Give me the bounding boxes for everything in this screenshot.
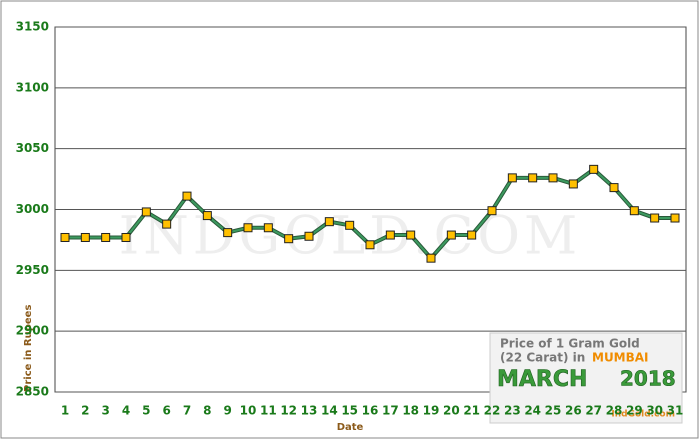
x-tick-label: 21 xyxy=(463,404,480,418)
x-tick-label: 3 xyxy=(101,404,109,418)
marker xyxy=(548,173,558,183)
x-tick-label: 6 xyxy=(162,404,170,418)
x-tick-label: 30 xyxy=(646,404,663,418)
x-tick-label: 5 xyxy=(142,404,150,418)
marker xyxy=(324,217,334,227)
x-tick-label: 17 xyxy=(382,404,399,418)
legend-month: MARCH xyxy=(497,367,587,392)
marker xyxy=(202,211,212,221)
marker xyxy=(609,183,619,193)
legend-line2: (22 Carat) in xyxy=(500,351,585,365)
y-tick-label: 2850 xyxy=(16,385,49,399)
x-tick-label: 16 xyxy=(362,404,379,418)
marker xyxy=(446,230,456,240)
x-tick-label: 2 xyxy=(81,404,89,418)
y-tick-label: 2950 xyxy=(16,263,49,277)
x-axis-label: Date xyxy=(337,422,364,433)
x-tick-label: 23 xyxy=(504,404,521,418)
marker xyxy=(670,213,680,223)
marker xyxy=(568,179,578,189)
marker xyxy=(345,220,355,230)
x-tick-label: 28 xyxy=(606,404,623,418)
y-tick-label: 3000 xyxy=(16,202,49,216)
x-tick-label: 10 xyxy=(240,404,257,418)
legend-year: 2018 xyxy=(620,367,676,391)
marker xyxy=(284,234,294,244)
marker xyxy=(528,173,538,183)
legend-city: MUMBAI xyxy=(592,351,649,365)
x-tick-label: 27 xyxy=(585,404,602,418)
y-tick-label: 3100 xyxy=(16,80,49,94)
marker xyxy=(121,232,131,242)
marker xyxy=(487,206,497,216)
legend-box: Price of 1 Gram Gold (22 Carat) in MUMBA… xyxy=(489,332,683,424)
x-tick-label: 18 xyxy=(402,404,419,418)
y-tick-label: 3050 xyxy=(16,141,49,155)
x-tick-label: 31 xyxy=(667,404,684,418)
marker xyxy=(60,232,70,242)
x-tick-label: 15 xyxy=(341,404,358,418)
x-tick-label: 7 xyxy=(183,404,191,418)
marker xyxy=(162,219,172,229)
marker xyxy=(589,164,599,174)
marker xyxy=(101,232,111,242)
marker xyxy=(243,223,253,233)
marker xyxy=(263,223,273,233)
marker xyxy=(426,253,436,263)
marker xyxy=(80,232,90,242)
legend-line1: Price of 1 Gram Gold xyxy=(500,337,640,351)
x-tick-label: 1 xyxy=(61,404,69,418)
x-tick-label: 9 xyxy=(223,404,231,418)
marker xyxy=(141,207,151,217)
x-tick-label: 26 xyxy=(565,404,582,418)
x-tick-label: 22 xyxy=(484,404,501,418)
x-tick-label: 29 xyxy=(626,404,643,418)
legend-site: IndGold.com xyxy=(611,410,675,420)
x-tick-label: 8 xyxy=(203,404,211,418)
marker xyxy=(650,213,660,223)
x-tick-label: 20 xyxy=(443,404,460,418)
marker xyxy=(406,230,416,240)
x-tick-label: 12 xyxy=(280,404,297,418)
x-tick-label: 4 xyxy=(122,404,130,418)
marker xyxy=(467,230,477,240)
marker xyxy=(629,206,639,216)
marker xyxy=(507,173,517,183)
marker xyxy=(304,231,314,241)
y-tick-label: 3150 xyxy=(16,20,49,34)
marker xyxy=(365,240,375,250)
x-tick-label: 19 xyxy=(423,404,440,418)
marker xyxy=(223,228,233,238)
x-tick-label: 13 xyxy=(301,404,318,418)
y-tick-label: 2900 xyxy=(16,324,49,338)
x-tick-label: 24 xyxy=(524,404,541,418)
x-tick-label: 14 xyxy=(321,404,338,418)
x-tick-label: 11 xyxy=(260,404,277,418)
marker xyxy=(385,230,395,240)
watermark: INDGOLD.COM xyxy=(119,207,581,267)
marker xyxy=(182,191,192,201)
y-axis-label: Price in Rupees xyxy=(23,305,34,392)
x-tick-label: 25 xyxy=(545,404,562,418)
legend-bg xyxy=(489,332,683,424)
